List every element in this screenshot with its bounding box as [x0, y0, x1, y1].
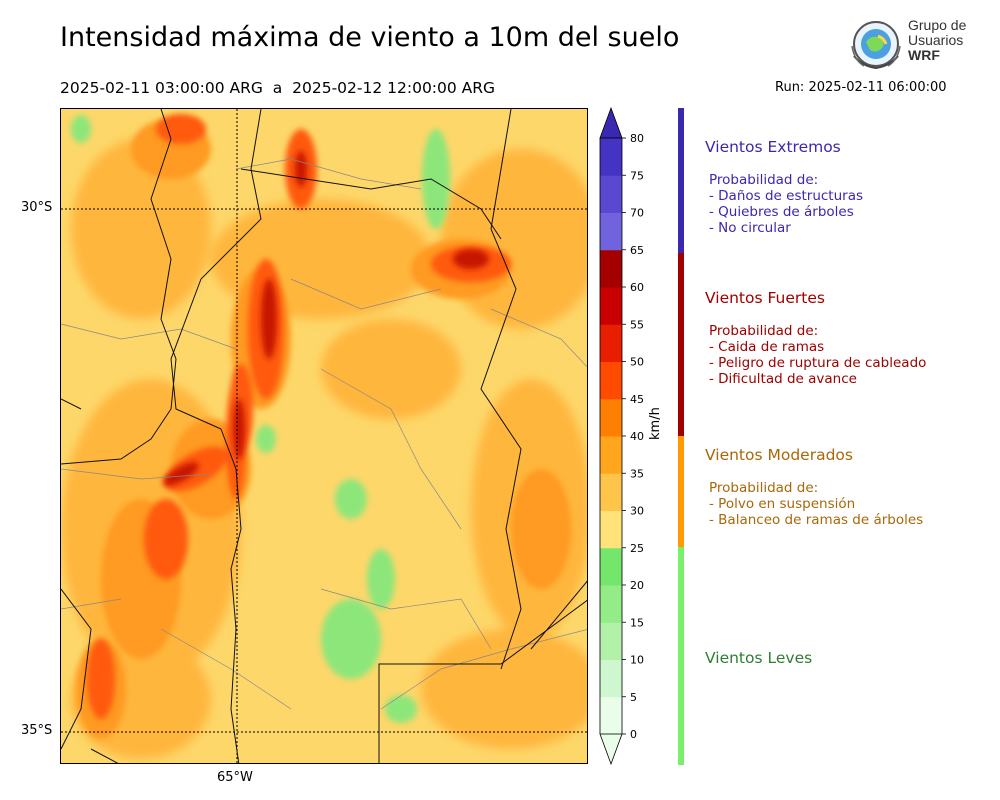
- colorbar-tick-label: 20: [630, 579, 644, 592]
- colorbar-segment: [600, 287, 622, 325]
- category-bar: [678, 436, 684, 547]
- wrf-logo: Grupo de Usuarios WRF: [848, 16, 978, 72]
- colorbar-tick-label: 40: [630, 430, 644, 443]
- colorbar-tick-label: 55: [630, 318, 644, 331]
- category-description-line: - Daños de estructuras: [709, 188, 864, 204]
- logo-line3: WRF: [908, 47, 940, 63]
- colorbar-tick-label: 10: [630, 654, 644, 667]
- run-timestamp: Run: 2025-02-11 06:00:00: [775, 80, 947, 95]
- colorbar-tick-label: 80: [630, 132, 644, 145]
- category-description-line: - Balanceo de ramas de árboles: [709, 512, 924, 528]
- category-title: Vientos Moderados: [705, 446, 853, 464]
- category-title: Vientos Fuertes: [705, 289, 825, 307]
- colorbar: 0 5 10 15 20 25 30 35 40 45 50 55 60 65 70 75 80: [599, 106, 644, 766]
- category-description-line: - Caida de ramas: [709, 339, 825, 355]
- category-description-line: Probabilidad de:: [709, 323, 819, 339]
- colorbar-segment: [600, 585, 622, 623]
- colorbar-segment: [600, 547, 622, 586]
- category-block: Vientos Fuertes Probabilidad de: - Caida d…: [705, 289, 926, 387]
- colorbar-segment: [600, 659, 622, 698]
- lat-label-35s: 35°S: [21, 723, 53, 738]
- colorbar-tick-label: 60: [630, 281, 644, 294]
- colorbar-segment: [600, 138, 622, 176]
- wind-field: [61, 109, 587, 763]
- colorbar-unit: km/h: [648, 407, 663, 440]
- wind-map: [60, 108, 588, 764]
- category-description-line: - Quiebres de árboles: [709, 204, 854, 220]
- colorbar-min-extension: [599, 733, 623, 766]
- colorbar-segment: [600, 510, 622, 549]
- forecast-period: 2025-02-11 03:00:00 ARG a 2025-02-12 12:…: [60, 79, 496, 97]
- colorbar-segment: [600, 622, 622, 660]
- colorbar-segment: [600, 473, 622, 511]
- colorbar-segment: [600, 398, 622, 437]
- colorbar-segment: [600, 436, 622, 474]
- colorbar-tick-label: 75: [630, 169, 644, 182]
- colorbar-segment: [600, 361, 622, 400]
- logo-line1: Grupo de: [908, 17, 967, 33]
- colorbar-tick-label: 5: [630, 691, 637, 704]
- category-block: Vientos Moderados Probabilidad de: - Polvo…: [705, 446, 923, 528]
- colorbar-tick-label: 45: [630, 393, 644, 406]
- colorbar-segment: [600, 175, 622, 213]
- category-description-line: - Polvo en suspensión: [709, 496, 856, 512]
- logo-line2: Usuarios: [908, 32, 964, 48]
- category-description-line: Probabilidad de:: [709, 172, 819, 188]
- colorbar-segment: [600, 212, 622, 251]
- category-description: Probabilidad de: - Polvo en suspensión - B…: [709, 480, 923, 528]
- category-description-line: - Peligro de ruptura de cableado: [709, 355, 927, 371]
- category-description-line: - Dificultad de avance: [709, 371, 857, 387]
- page-title: Intensidad máxima de viento a 10m del su…: [60, 22, 680, 53]
- colorbar-tick-label: 30: [630, 505, 644, 518]
- colorbar-tick-label: 0: [630, 728, 637, 741]
- category-description: Probabilidad de: - Daños de estructuras - …: [709, 172, 863, 236]
- lat-label-30s: 30°S: [21, 200, 53, 215]
- globe-icon: [851, 21, 901, 70]
- category-title: Vientos Extremos: [705, 138, 841, 156]
- colorbar-segment: [600, 696, 622, 735]
- category-block: Vientos Extremos Probabilidad de: - Daños …: [705, 138, 863, 236]
- lon-label-65w: 65°W: [217, 770, 253, 785]
- colorbar-tick-label: 25: [630, 542, 644, 555]
- colorbar-tick-label: 70: [630, 207, 644, 220]
- colorbar-tick-label: 15: [630, 616, 644, 629]
- colorbar-max-extension: [599, 106, 623, 139]
- category-description-line: - No circular: [709, 220, 791, 236]
- category-title: Vientos Leves: [705, 649, 813, 667]
- category-block: Vientos Leves: [705, 649, 812, 667]
- colorbar-tick-label: 50: [630, 356, 644, 369]
- category-bar: [678, 547, 684, 765]
- colorbar-tick-label: 35: [630, 467, 644, 480]
- colorbar-segment: [600, 324, 622, 362]
- category-description: Probabilidad de: - Caida de ramas - Peligr…: [709, 323, 926, 387]
- colorbar-tick-label: 65: [630, 244, 644, 257]
- category-description-line: Probabilidad de:: [709, 480, 819, 496]
- colorbar-segment: [600, 249, 622, 288]
- category-bar: [678, 108, 684, 253]
- category-bar: [678, 253, 684, 436]
